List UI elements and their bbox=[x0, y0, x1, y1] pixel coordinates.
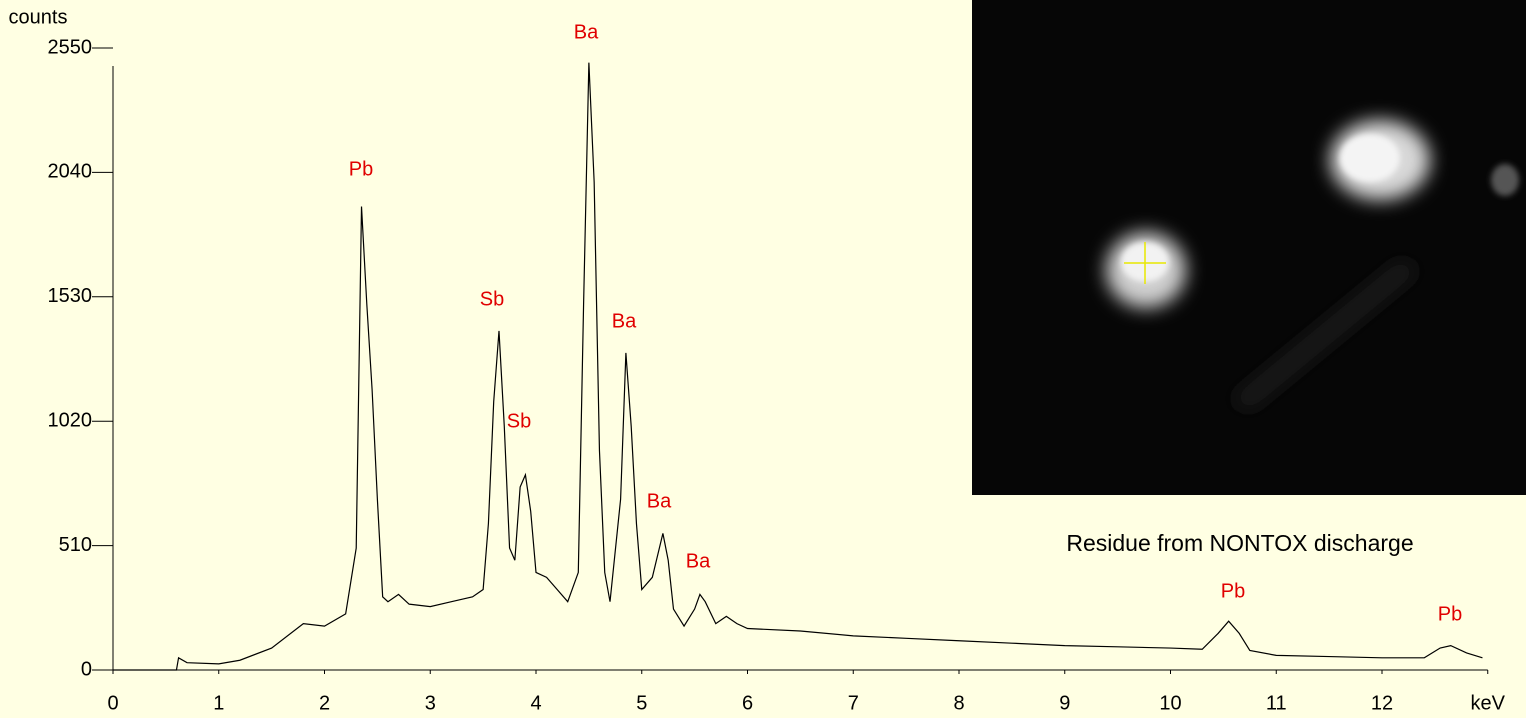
peak-label: Pb bbox=[1438, 603, 1462, 625]
peak-label: Sb bbox=[507, 410, 531, 432]
peak-label: Sb bbox=[480, 288, 504, 310]
y-tick-label: 1530 bbox=[48, 285, 93, 307]
particle-core bbox=[1340, 134, 1400, 182]
y-tick-label: 2550 bbox=[48, 36, 93, 58]
x-tick-label: 10 bbox=[1159, 692, 1181, 714]
x-tick-label: 7 bbox=[848, 692, 859, 714]
x-tick-label: 12 bbox=[1371, 692, 1393, 714]
peak-label: Pb bbox=[1221, 580, 1245, 602]
peak-label: Pb bbox=[349, 158, 373, 180]
y-tick-label: 1020 bbox=[48, 409, 93, 431]
micrograph-frame bbox=[972, 0, 1526, 495]
x-tick-label: 4 bbox=[530, 692, 541, 714]
peak-label: Ba bbox=[574, 21, 599, 43]
x-tick-label: 9 bbox=[1059, 692, 1070, 714]
x-tick-label: 5 bbox=[636, 692, 647, 714]
x-tick-label: 6 bbox=[742, 692, 753, 714]
spectrum-line bbox=[113, 62, 1483, 671]
micrograph bbox=[972, 0, 1526, 495]
particle bbox=[1491, 164, 1519, 196]
x-tick-label: 11 bbox=[1266, 692, 1287, 714]
y-axis-label: counts bbox=[9, 6, 68, 28]
image-caption: Residue from NONTOX discharge bbox=[1066, 530, 1413, 556]
peak-label: Ba bbox=[686, 550, 711, 572]
x-tick-label: keV bbox=[1471, 692, 1506, 714]
y-tick-label: 510 bbox=[59, 534, 92, 556]
x-tick-label: 1 bbox=[213, 692, 224, 714]
x-tick-label: 8 bbox=[953, 692, 964, 714]
x-tick-label: 0 bbox=[107, 692, 118, 714]
y-tick-label: 0 bbox=[81, 658, 92, 680]
x-tick-label: 2 bbox=[319, 692, 330, 714]
x-tick-label: 3 bbox=[425, 692, 436, 714]
y-tick-label: 2040 bbox=[48, 161, 93, 183]
peak-label: Ba bbox=[647, 490, 672, 512]
peak-label: Ba bbox=[612, 310, 637, 332]
micrograph-streak bbox=[1230, 260, 1420, 410]
